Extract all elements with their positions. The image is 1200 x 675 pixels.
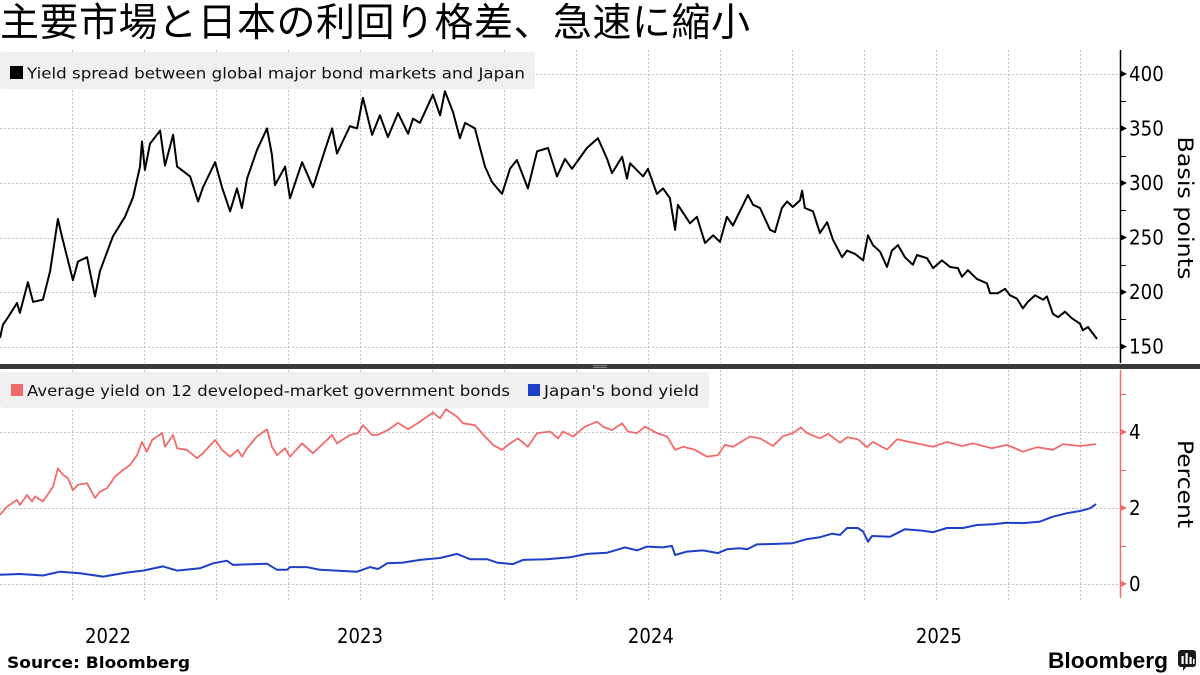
y-tick-label: 400: [1129, 62, 1164, 86]
top-y-axis: 150 200 250 300 350 400: [1119, 50, 1164, 363]
spread-legend-label: Yield spread between global major bond m…: [26, 65, 525, 83]
y-tick-label: 150: [1129, 335, 1164, 359]
major-tick-icon: [1120, 580, 1127, 588]
y-tick-label: 350: [1129, 116, 1164, 140]
bottom-legend-background: [0, 372, 709, 408]
x-axis-labels: 2022 2023 2024 2025: [85, 624, 962, 648]
major-tick-icon: [1120, 179, 1127, 187]
avg-yield-legend-label: Average yield on 12 developed-market gov…: [27, 382, 510, 400]
bloomberg-logo-text: Bloomberg: [1048, 648, 1168, 673]
y-tick-label: 200: [1129, 280, 1164, 304]
top-legend-background: [0, 52, 535, 89]
bottom-legend: Average yield on 12 developed-market gov…: [0, 372, 709, 408]
spread-legend-swatch: [10, 66, 23, 79]
bloomberg-chart-icon: [1178, 650, 1196, 671]
major-tick-icon: [1120, 70, 1127, 78]
major-tick-icon: [1120, 288, 1127, 296]
major-tick-icon: [1120, 343, 1127, 351]
x-label-2023: 2023: [337, 624, 383, 648]
avg-yield-line: [0, 408, 1097, 516]
major-tick-icon: [1120, 504, 1127, 512]
y-tick-label: 300: [1129, 171, 1164, 195]
top-legend: Yield spread between global major bond m…: [0, 52, 535, 89]
spread-line: [0, 90, 1098, 340]
major-tick-icon: [1120, 234, 1127, 242]
y-tick-label: 0: [1129, 572, 1141, 596]
y-tick-label: 250: [1129, 226, 1164, 250]
japan-yield-legend-swatch: [528, 384, 540, 396]
x-label-2022: 2022: [85, 624, 131, 648]
bottom-gridlines: [0, 370, 1120, 600]
pane-divider: [0, 364, 1200, 369]
x-label-2024: 2024: [628, 624, 674, 648]
y-tick-label: 2: [1129, 496, 1141, 520]
japan-yield-line: [0, 503, 1097, 578]
major-tick-icon: [1120, 428, 1127, 436]
bottom-y-axis: 0 2 4: [1119, 370, 1141, 598]
avg-yield-legend-swatch: [11, 384, 23, 396]
chart-title: 主要市場と日本の利回り格差、急速に縮小: [0, 1, 751, 46]
top-gridlines: [0, 50, 1120, 363]
major-tick-icon: [1120, 124, 1127, 132]
y-tick-label: 4: [1129, 420, 1141, 444]
source-note: Source: Bloomberg: [7, 653, 190, 672]
top-y-axis-title: Basis points: [1173, 137, 1197, 280]
x-label-2025: 2025: [916, 624, 962, 648]
bottom-y-axis-title: Percent: [1173, 440, 1197, 528]
japan-yield-legend-label: Japan's bond yield: [543, 382, 699, 400]
